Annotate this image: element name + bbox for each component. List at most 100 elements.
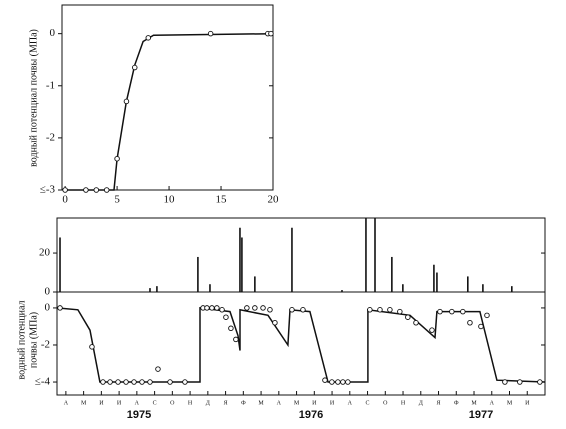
rain-bar bbox=[197, 256, 199, 292]
observed-point bbox=[103, 187, 110, 193]
observed-point bbox=[115, 379, 121, 385]
observed-point bbox=[335, 379, 341, 385]
y-tick-label: ≤-4 bbox=[35, 376, 51, 388]
y-tick-label: -2 bbox=[41, 339, 50, 351]
rain-bar bbox=[511, 286, 513, 292]
observed-point bbox=[345, 379, 351, 385]
observed-point bbox=[209, 305, 215, 311]
x-tick-label: И bbox=[525, 400, 530, 406]
observed-point bbox=[219, 307, 225, 313]
x-tick-label: Н bbox=[401, 400, 406, 406]
y-tick-label: -2 bbox=[46, 131, 55, 143]
x-tick-label: А bbox=[490, 400, 495, 406]
rain-bar bbox=[341, 290, 343, 292]
observed-point bbox=[107, 379, 113, 385]
rain-frame bbox=[56, 217, 546, 293]
x-tick-label: Д bbox=[206, 400, 210, 406]
rain-bar bbox=[209, 284, 211, 292]
rain-bar bbox=[241, 237, 243, 292]
rain-bar bbox=[149, 288, 151, 292]
observed-point bbox=[340, 379, 346, 385]
x-tick-label: А bbox=[64, 400, 69, 406]
rain-bar bbox=[436, 272, 438, 292]
observed-point bbox=[207, 30, 214, 37]
x-tick-label: О bbox=[383, 400, 388, 406]
y-tick-label: 0 bbox=[50, 27, 56, 39]
x-tick-label: Н bbox=[188, 400, 193, 406]
rain-bar bbox=[482, 284, 484, 292]
x-tick-label: О bbox=[170, 400, 175, 406]
observed-point bbox=[228, 325, 234, 332]
x-tick-label: 5 bbox=[114, 194, 120, 206]
rain-bar bbox=[365, 218, 367, 292]
y-tick-label: 0 bbox=[45, 286, 51, 298]
y-tick-label: ≤-3 bbox=[40, 184, 56, 196]
x-tick-label: 10 bbox=[164, 194, 176, 206]
x-tick-label: С bbox=[366, 400, 370, 406]
observed-point bbox=[167, 379, 173, 385]
x-tick-label: А bbox=[135, 400, 140, 406]
observed-point bbox=[214, 305, 220, 311]
x-tick-label: И bbox=[117, 400, 122, 406]
x-tick-label: Д bbox=[419, 400, 423, 406]
x-tick-label: Я bbox=[437, 400, 441, 406]
observed-point bbox=[252, 305, 258, 311]
rain-bar bbox=[291, 227, 293, 292]
observed-point bbox=[322, 377, 328, 383]
observed-point bbox=[367, 307, 373, 313]
rain-bar bbox=[374, 218, 376, 292]
rain-bar bbox=[254, 276, 256, 292]
rain-bar bbox=[433, 264, 435, 292]
observed-point bbox=[387, 307, 393, 313]
x-tick-label: 20 bbox=[268, 194, 280, 206]
observed-point bbox=[223, 314, 229, 320]
observed-point bbox=[397, 308, 403, 315]
y-axis-label: почвы (МПа) bbox=[28, 312, 39, 368]
year-label: 1976 bbox=[299, 409, 323, 421]
observed-point bbox=[460, 308, 466, 315]
rain-bar bbox=[391, 256, 393, 292]
observed-point bbox=[123, 98, 130, 105]
observed-point bbox=[329, 379, 335, 385]
x-tick-label: Ф bbox=[454, 400, 459, 406]
observed-point bbox=[405, 314, 411, 320]
observed-point bbox=[449, 308, 455, 315]
observed-point bbox=[502, 379, 508, 385]
year-label: 1975 bbox=[127, 409, 151, 421]
observed-point bbox=[62, 187, 68, 193]
y-tick-label: -1 bbox=[46, 79, 55, 91]
y-tick-label: 20 bbox=[39, 247, 51, 259]
observed-point bbox=[478, 323, 484, 330]
observed-point bbox=[244, 305, 250, 311]
rain-bar bbox=[239, 227, 241, 292]
observed-point bbox=[139, 379, 145, 385]
observed-point bbox=[204, 305, 210, 311]
y-axis-label: водный потенциал bbox=[16, 301, 27, 380]
x-tick-label: М bbox=[471, 400, 477, 406]
observed-point bbox=[155, 366, 161, 372]
inset-frame bbox=[61, 4, 274, 191]
potential-frame bbox=[56, 291, 546, 396]
observed-point bbox=[429, 327, 435, 333]
observed-point bbox=[89, 344, 95, 350]
x-tick-label: Ф bbox=[241, 400, 246, 406]
observed-point bbox=[147, 379, 153, 385]
observed-point bbox=[300, 307, 306, 313]
x-tick-label: 15 bbox=[216, 194, 228, 206]
x-tick-label: М bbox=[81, 400, 87, 406]
x-tick-label: И bbox=[330, 400, 335, 406]
observed-point bbox=[467, 320, 473, 326]
observed-point bbox=[484, 312, 490, 319]
x-tick-label: М bbox=[258, 400, 264, 406]
model-curve bbox=[56, 307, 545, 383]
observed-point bbox=[233, 336, 239, 343]
x-tick-label: И bbox=[312, 400, 317, 406]
observed-point bbox=[100, 379, 106, 385]
x-tick-label: М bbox=[507, 400, 513, 406]
observed-point bbox=[83, 187, 89, 193]
observed-point bbox=[57, 305, 63, 311]
rain-bar bbox=[402, 284, 404, 292]
observed-point bbox=[437, 308, 443, 315]
observed-point bbox=[272, 320, 278, 326]
